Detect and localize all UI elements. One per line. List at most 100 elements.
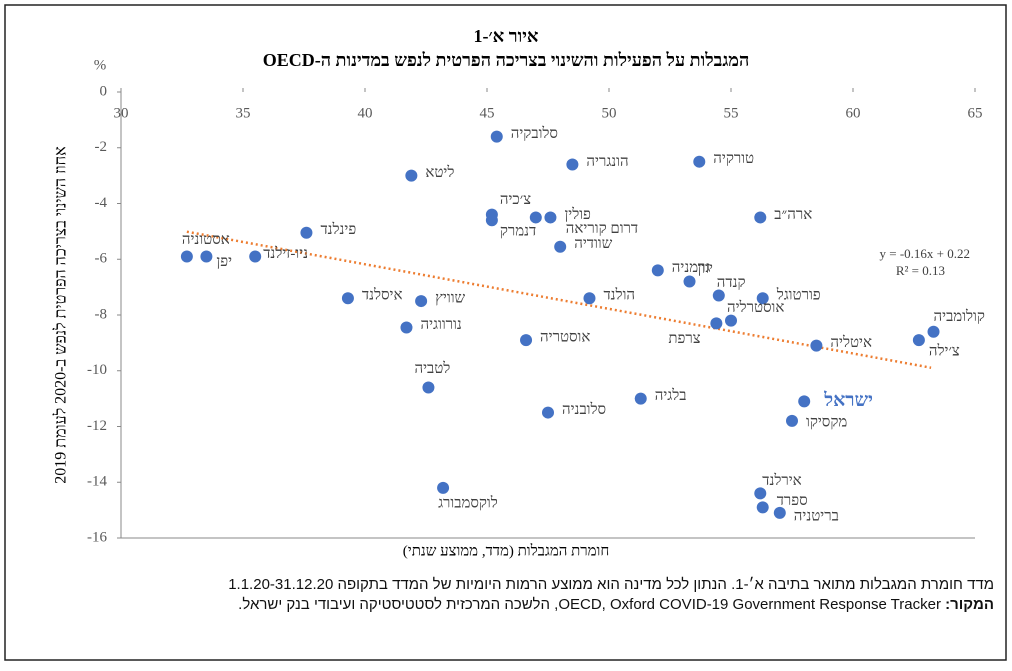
- y-tick-label: -4: [95, 195, 108, 211]
- point: [712, 289, 725, 302]
- point-label: פורטוגל: [776, 287, 821, 304]
- point-label: מקסיקו: [806, 414, 847, 430]
- point-label: צרפת: [668, 331, 700, 347]
- point: [683, 275, 696, 288]
- point: [415, 295, 428, 308]
- point: [490, 130, 503, 143]
- point: [651, 264, 664, 277]
- point-label: טורקיה: [713, 151, 754, 167]
- y-unit: %: [94, 57, 107, 73]
- point: [566, 158, 579, 171]
- point-label: בריטניה: [794, 508, 839, 524]
- point: [249, 250, 262, 263]
- point: [341, 292, 354, 305]
- point: [437, 481, 450, 494]
- x-tick-label: 60: [846, 105, 861, 121]
- y-tick-label: -8: [95, 306, 108, 322]
- point: [544, 211, 557, 224]
- point-label: פינלנד: [320, 221, 356, 238]
- point-label: פולין: [564, 206, 591, 223]
- x-tick-label: 45: [480, 105, 495, 121]
- point-label: דרום קוריאה: [566, 221, 638, 237]
- point-label: נורווגיה: [420, 317, 461, 333]
- point-label: הולנד: [603, 287, 635, 304]
- point: [405, 169, 418, 182]
- point-label: דנמרק: [500, 224, 536, 240]
- point-label: איסלנד: [362, 287, 403, 304]
- point: [200, 250, 213, 263]
- point-label: ליטא: [425, 164, 454, 181]
- point-label: אסטוניה: [182, 232, 230, 248]
- x-tick-label: 50: [602, 105, 617, 121]
- point: [554, 240, 567, 253]
- point-label: קולומביה: [934, 308, 985, 325]
- point: [634, 392, 647, 405]
- chart-subtitle: המגבלות על הפעילות והשינוי בצריכה הפרטית…: [263, 50, 750, 70]
- point-label: צ׳כיה: [500, 192, 531, 208]
- point: [529, 211, 542, 224]
- point: [798, 395, 811, 408]
- x-tick-label: 40: [358, 105, 373, 121]
- point: [754, 211, 767, 224]
- point: [786, 414, 798, 427]
- trendline: [186, 230, 932, 369]
- x-axis-title: חומרת המגבלות (מדד, ממוצע שנתי): [403, 542, 609, 559]
- point-label: יוון: [698, 261, 713, 277]
- x-tick-label: 65: [968, 105, 983, 121]
- point: [810, 339, 823, 352]
- point: [756, 501, 769, 514]
- y-tick-label: 0: [100, 83, 108, 99]
- point-label: אוסטריה: [540, 330, 590, 346]
- y-tick-label: -10: [87, 362, 107, 378]
- point: [756, 292, 769, 305]
- x-tick-label: 30: [114, 105, 129, 121]
- trendline-r2: R² = 0.13: [896, 263, 945, 278]
- trendline-equation: y = -0.16x + 0.22: [880, 246, 971, 261]
- x-tick-label: 35: [236, 105, 251, 121]
- point-label: אוסטרליה: [727, 299, 784, 316]
- point: [180, 250, 193, 263]
- y-tick-label: -12: [87, 418, 107, 434]
- frame: [4, 4, 1007, 661]
- point: [927, 325, 940, 338]
- point-label: קנדה: [717, 275, 746, 291]
- point: [520, 334, 533, 347]
- y-axis-title: אחוז השינוי בצריכה הפרטית לנפש ב-2020 לע…: [52, 146, 70, 484]
- point-label: ארה״ב: [774, 207, 812, 223]
- y-tick-label: -2: [95, 139, 108, 155]
- point-label: צ׳ילה: [929, 343, 960, 360]
- y-tick-label: -6: [95, 251, 108, 267]
- point: [773, 506, 786, 519]
- source: OECD, Oxford COVID-19 Government Respons…: [238, 596, 941, 613]
- point: [422, 381, 435, 394]
- y-tick-label: -14: [87, 474, 107, 490]
- point-label: סלובקיה: [511, 125, 558, 142]
- point-label: לטביה: [414, 360, 450, 377]
- point: [400, 321, 413, 334]
- point-label: איטליה: [830, 334, 872, 351]
- x-tick-label: 55: [724, 105, 739, 121]
- source-note: המקור: OECD, Oxford COVID-19 Government …: [60, 596, 994, 614]
- point: [754, 487, 767, 500]
- point-label: ספרד: [777, 493, 808, 509]
- point-label: אירלנד: [762, 472, 801, 489]
- point: [710, 317, 723, 330]
- point: [485, 214, 498, 227]
- point: [542, 406, 554, 419]
- point-label: ניו-זילנד: [263, 245, 308, 262]
- notes: מדד חומרת המגבלות מתואר בתיבה א׳-1. הנתו…: [60, 576, 994, 616]
- point: [300, 226, 313, 239]
- note: מדד חומרת המגבלות מתואר בתיבה א׳-1. הנתו…: [228, 576, 994, 593]
- point-label: ישראל: [823, 390, 873, 411]
- point: [693, 155, 706, 168]
- point-label: לוקסמבורג: [438, 494, 498, 511]
- source-label: המקור:: [945, 596, 994, 613]
- point-label: שוויץ: [435, 291, 465, 307]
- point-label: גרמניה: [672, 260, 711, 276]
- point-label: בלגיה: [655, 387, 687, 404]
- point-label: הונגריה: [586, 154, 628, 170]
- point-label: יפן: [216, 254, 232, 270]
- point: [912, 334, 925, 347]
